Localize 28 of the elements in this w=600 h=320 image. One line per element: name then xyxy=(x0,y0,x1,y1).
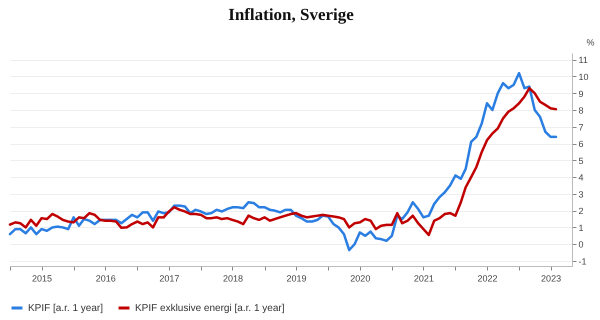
x-tick-label: 2020 xyxy=(350,274,370,284)
x-tick-label: 2019 xyxy=(286,274,307,284)
y-tick-label: 2 xyxy=(578,206,584,216)
x-tick-label: 2015 xyxy=(32,274,52,284)
x-tick-label: 2021 xyxy=(414,274,434,284)
y-tick-label: 11 xyxy=(578,55,588,66)
y-tick-label: 4 xyxy=(578,172,584,183)
x-tick-label: 2023 xyxy=(541,274,562,284)
line-series xyxy=(8,86,558,236)
x-tick-label: 2016 xyxy=(96,274,116,284)
y-tick-label: 9 xyxy=(578,88,584,99)
x-tick-label: 2018 xyxy=(222,274,243,284)
x-tick-label: 2017 xyxy=(159,274,180,284)
y-tick-label: -1 xyxy=(578,256,587,266)
y-tick-label: 3 xyxy=(578,189,584,200)
y-tick-label: 6 xyxy=(578,139,584,150)
x-tick-label: 2022 xyxy=(477,274,498,284)
y-tick-label: 10 xyxy=(578,72,589,82)
y-tick-label: 8 xyxy=(578,106,584,116)
y-tick-label: 7 xyxy=(578,122,584,132)
y-tick-label: 1 xyxy=(578,222,584,233)
line-series xyxy=(8,72,558,252)
y-tick-label: 5 xyxy=(578,156,584,166)
y-axis-title: % xyxy=(586,38,594,48)
legend-label: KPIF [a.r. 1 year] xyxy=(28,303,104,314)
y-tick-label: 0 xyxy=(578,240,584,250)
legend-label: KPIF exklusive energi [a.r. 1 year] xyxy=(135,303,285,314)
chart-title: Inflation, Sverige xyxy=(228,5,354,24)
